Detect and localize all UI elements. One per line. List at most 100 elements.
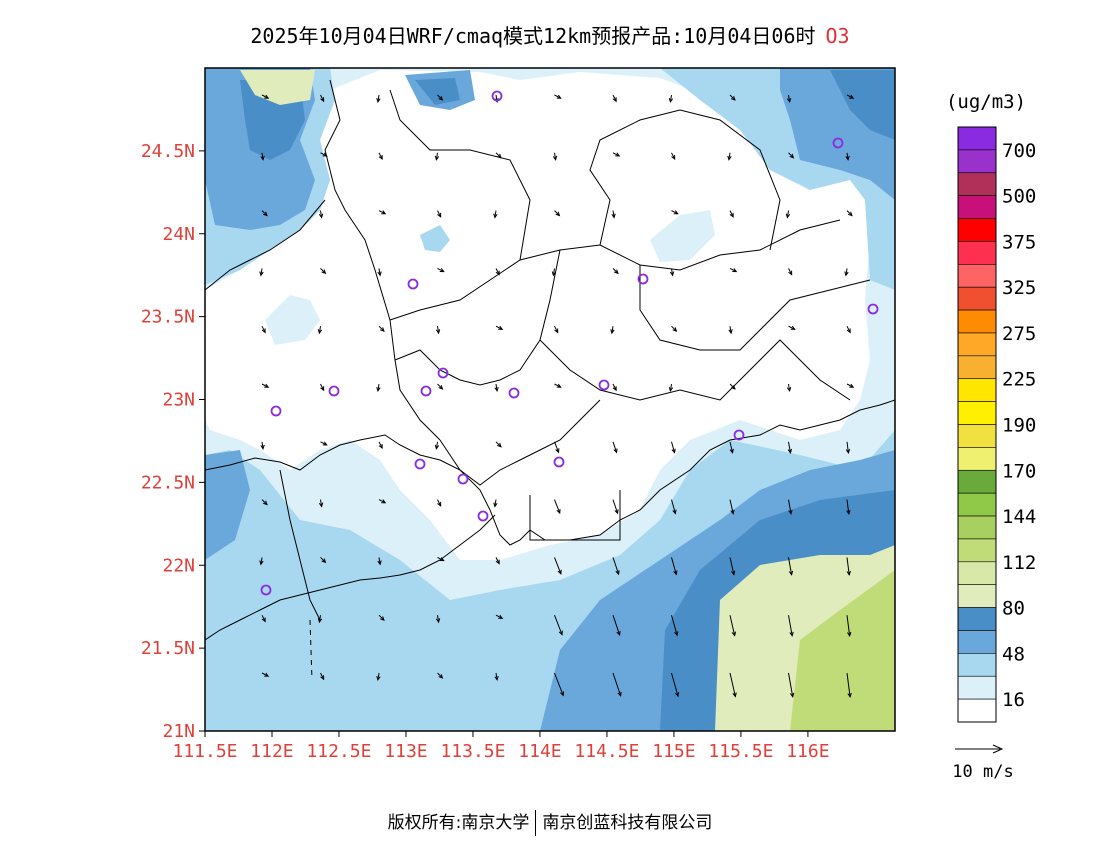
colorbar-segment [957, 653, 997, 677]
wind-arrow [612, 268, 619, 275]
coastline [205, 399, 895, 546]
colorbar-unit: (ug/m3) [946, 91, 1026, 113]
wind-arrow [378, 499, 387, 504]
hongkong-outline [529, 490, 621, 541]
wind-arrow [611, 210, 616, 219]
wind-arrow [320, 557, 327, 564]
wind-arrow [671, 615, 679, 637]
field-64-w [205, 450, 250, 560]
wind-arrow [554, 383, 562, 388]
colorbar-segment [957, 286, 997, 311]
colorbar-label: 144 [1002, 506, 1036, 528]
wind-arrow [846, 383, 855, 388]
wind-arrow [495, 268, 500, 276]
colorbar-segment [957, 355, 997, 380]
wind-arrow [435, 326, 441, 335]
wind-arrow [261, 94, 270, 99]
wind-arrow [671, 557, 678, 576]
wind-arrow [788, 672, 795, 698]
chart-title: 2025年10月04日WRF/cmaq模式12km预报产品:10月04日06时 O… [0, 20, 1100, 49]
colorbar-segment [957, 172, 997, 196]
boundary-9 [279, 469, 321, 621]
title-text: 2025年10月04日WRF/cmaq模式12km预报产品:10月04日06时 [250, 24, 816, 48]
wind-arrow [554, 499, 561, 515]
wind-arrow [259, 268, 264, 277]
ozone-field [205, 68, 895, 731]
wind-arrow [612, 152, 621, 157]
lat-tick-label: 21N [162, 721, 195, 742]
colorbar-segment [957, 401, 997, 425]
wind-arrow [788, 325, 796, 330]
colorbar-segment [957, 584, 997, 608]
wind-arrow [671, 152, 676, 161]
boundary-1 [324, 79, 441, 441]
lat-tick-label: 21.5N [141, 638, 195, 659]
wind-arrow [846, 557, 851, 577]
boundary-5 [639, 265, 871, 351]
island-dash [309, 619, 313, 681]
station-marker [407, 278, 419, 290]
wind-arrow [846, 499, 851, 516]
wind-arrow [846, 672, 852, 698]
wind-arrow [318, 499, 324, 508]
wind-arrow [729, 441, 734, 454]
wind-arrow [671, 441, 676, 454]
colorbar-segment [957, 492, 997, 517]
colorbar-segment [957, 309, 997, 334]
wind-legend: 10 m/s [952, 744, 1014, 782]
colorbar-frame [957, 126, 997, 723]
wind-arrow [261, 672, 270, 677]
wind-arrow [260, 441, 265, 450]
colorbar-label: 112 [1002, 552, 1036, 574]
wind-arrow [786, 94, 792, 104]
wind-arrow [437, 383, 444, 390]
wind-arrow [788, 615, 794, 637]
station-marker [420, 385, 432, 397]
footer-separator [535, 810, 537, 836]
colorbar-segment [957, 241, 997, 265]
wind-arrow [612, 557, 620, 576]
wind-arrow [376, 672, 381, 682]
wind-arrow [785, 210, 791, 219]
colorbar-segment [957, 332, 997, 357]
lat-tick-label: 23.5N [141, 307, 195, 328]
colorbar-label: 48 [1002, 643, 1025, 665]
wind-arrow [729, 94, 736, 101]
lat-tick-label: 22N [162, 555, 195, 576]
wind-arrow [437, 210, 442, 218]
wind-arrow [729, 267, 738, 273]
wind-arrow [261, 499, 268, 506]
station-marker [832, 137, 844, 149]
station-marker [637, 273, 649, 285]
wind-legend-arrowhead [992, 744, 1004, 754]
lon-tick-label: 114E [518, 741, 561, 762]
wind-arrow [612, 499, 619, 515]
lat-tick-label: 22.5N [141, 472, 195, 493]
wind-arrow [788, 557, 794, 576]
footer-right: 南京创蓝科技有限公司 [542, 813, 713, 833]
wind-arrow [671, 325, 678, 332]
wind-arrow [671, 672, 680, 698]
lon-tick-label: 112E [250, 741, 293, 762]
wind-arrow [786, 383, 792, 393]
station-marker [414, 458, 426, 470]
lon-tick-label: 111.5E [172, 741, 237, 762]
colorbar-segment [957, 607, 997, 631]
lon-tick-label: 112.5E [306, 741, 371, 762]
boundary-10 [439, 399, 601, 486]
wind-arrow [493, 499, 498, 508]
wind-arrow [437, 499, 442, 507]
wind-arrow [612, 672, 622, 697]
wind-arrow [669, 268, 675, 277]
wind-vectors [259, 94, 855, 698]
wind-arrow [320, 383, 325, 392]
footer-left: 版权所有:南京大学 [387, 813, 530, 833]
wind-arrow [787, 441, 793, 454]
lat-tick-label: 24N [162, 224, 195, 245]
wind-arrow [846, 615, 852, 638]
wind-arrow [788, 152, 795, 159]
wind-arrow [554, 325, 559, 334]
colorbar-segment [957, 538, 997, 563]
